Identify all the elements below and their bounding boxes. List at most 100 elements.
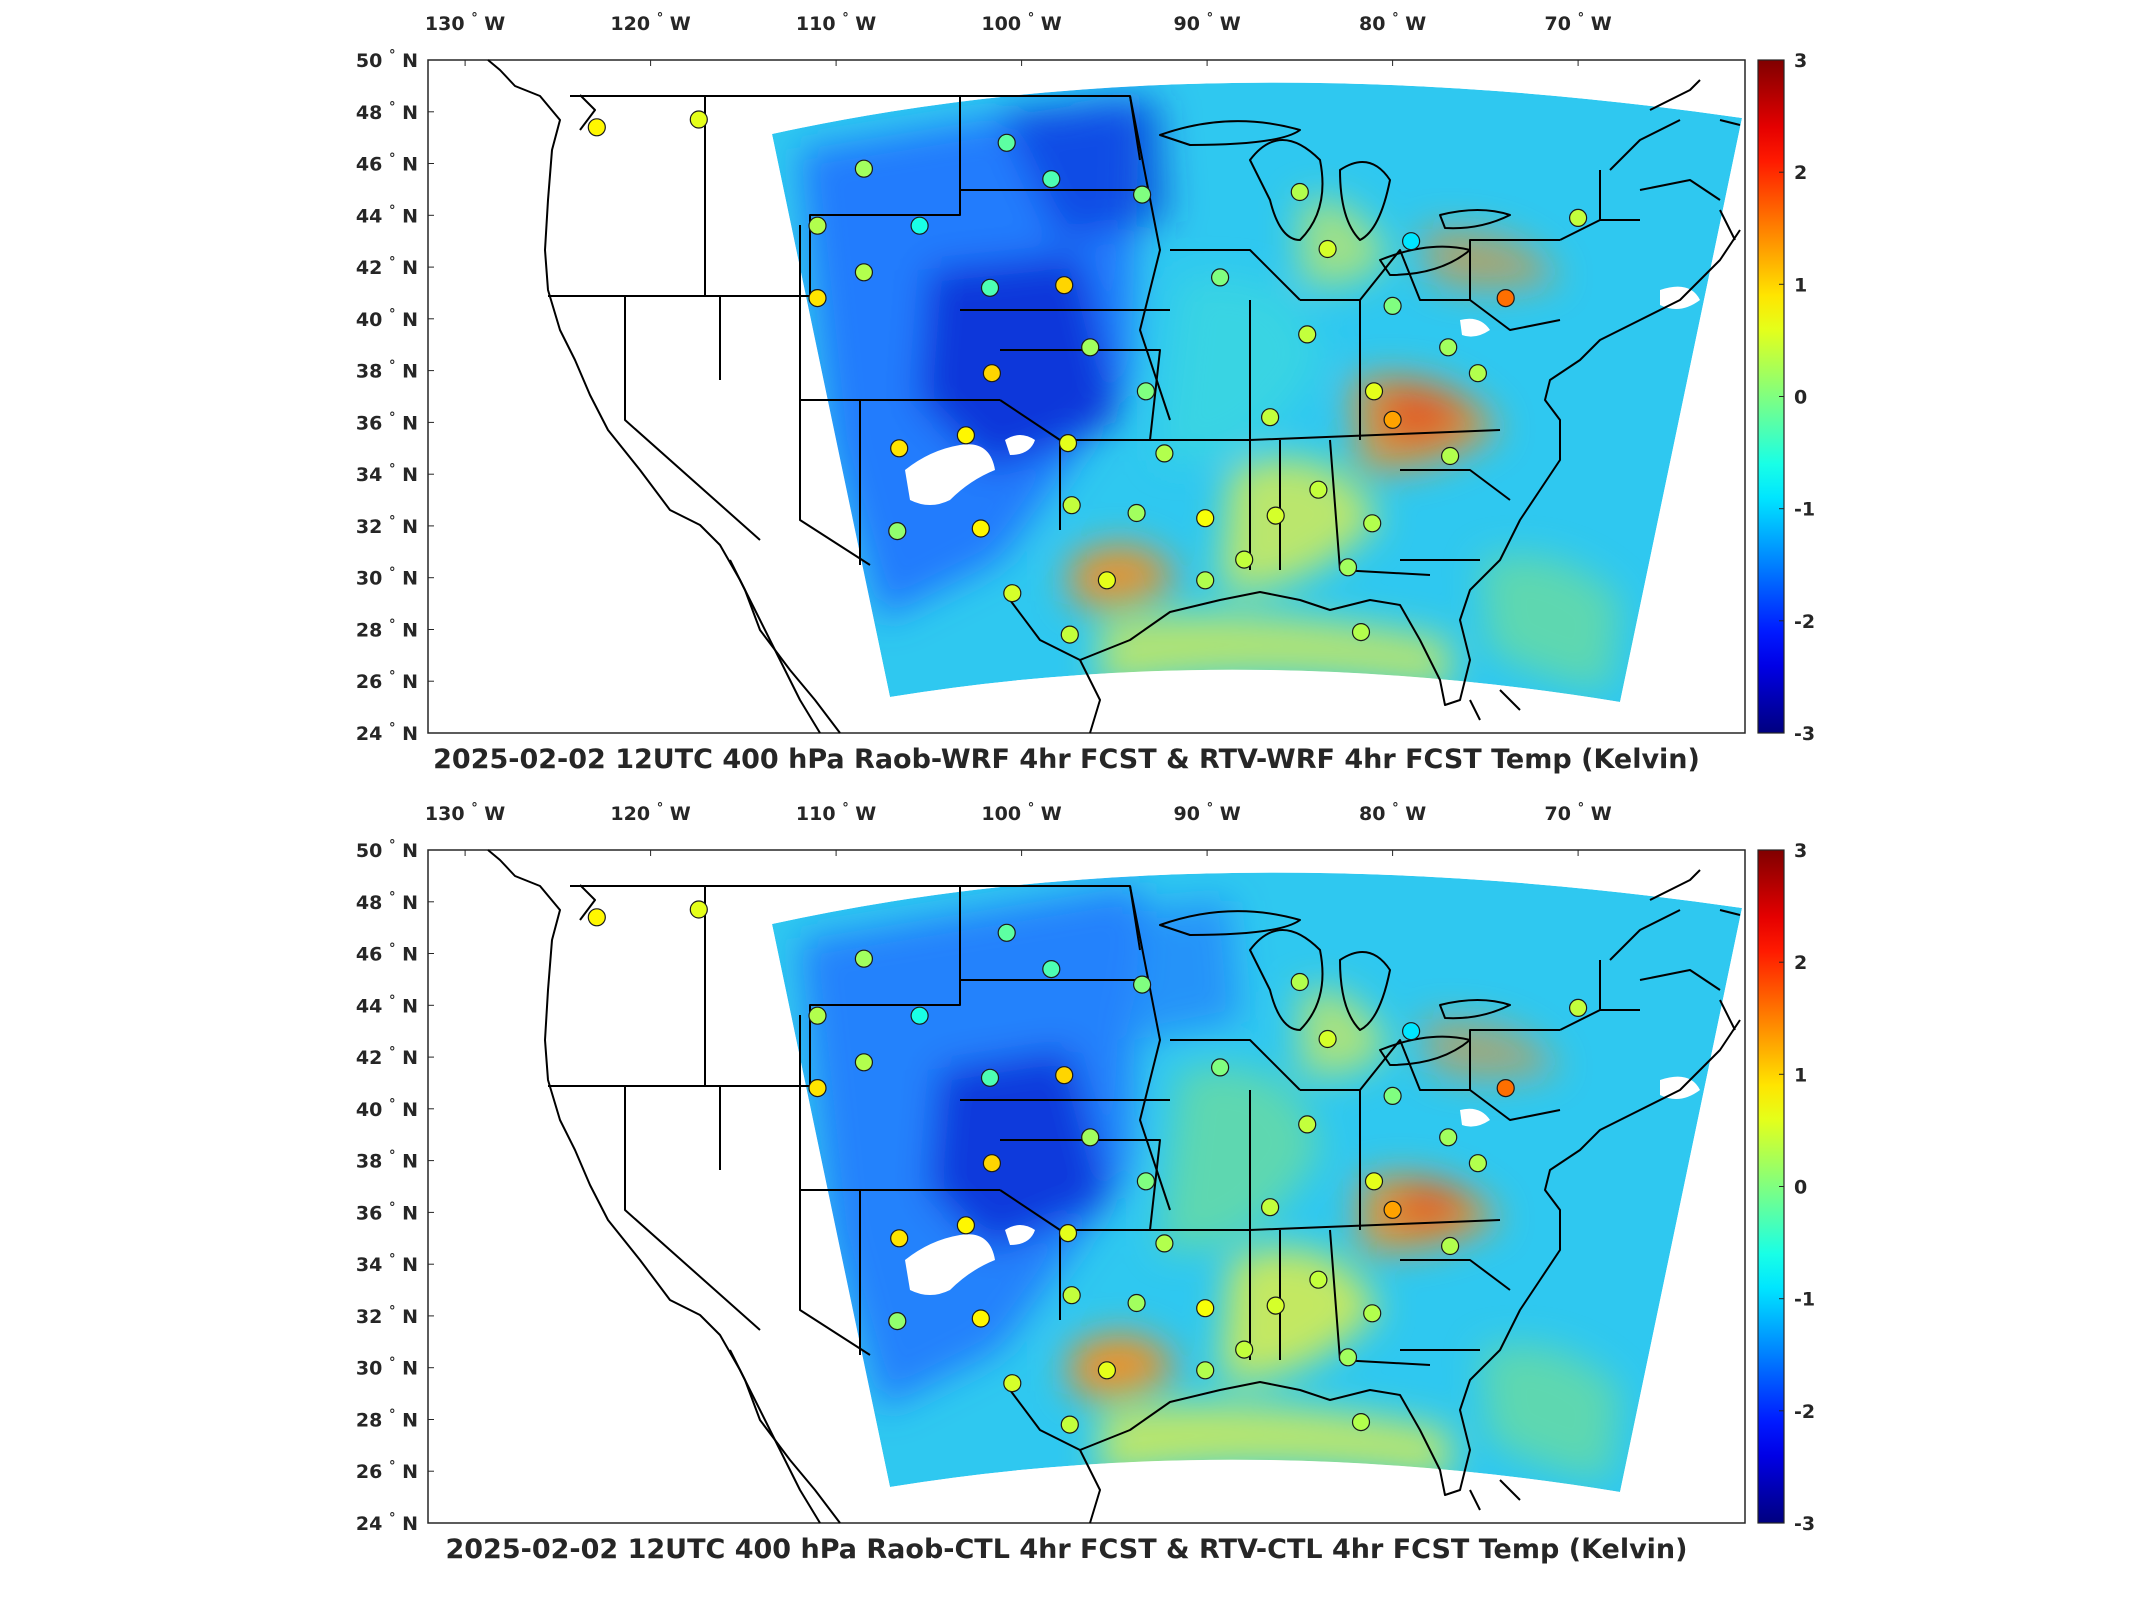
west-coastline	[487, 849, 821, 1524]
latitude-tick-label: 36 ° N	[356, 1200, 418, 1224]
state-border	[624, 296, 761, 541]
raob-station-marker	[1058, 1224, 1078, 1243]
great-lake-outline	[1159, 120, 1301, 146]
field-anomaly-region	[1300, 988, 1390, 1077]
raob-station-marker	[1155, 1234, 1174, 1253]
state-border	[1639, 969, 1721, 991]
field-anomaly-region	[920, 255, 1120, 470]
panel-title-top: 2025-02-02 12UTC 400 hPa Raob-WRF 4hr FC…	[433, 744, 1700, 775]
raob-station-marker	[1003, 1374, 1022, 1393]
state-border	[1000, 349, 1250, 441]
raob-station-marker	[689, 110, 708, 129]
state-border	[800, 886, 961, 1087]
latitude-tick-label: 36 ° N	[356, 410, 418, 434]
raob-station-marker	[980, 278, 1000, 297]
field-anomaly-region	[1300, 198, 1390, 287]
latitude-tick-label: 46 ° N	[356, 152, 418, 176]
raob-station-marker	[1081, 338, 1100, 357]
raob-station-marker	[1318, 239, 1337, 259]
raob-station-marker	[1235, 1340, 1254, 1359]
latitude-tick-label: 38 ° N	[356, 359, 418, 383]
field-anomaly-region	[1220, 1247, 1380, 1382]
raob-station-marker	[1132, 975, 1152, 994]
raob-station-marker	[1235, 550, 1254, 569]
west-coastline	[487, 59, 821, 734]
raob-station-marker	[1210, 268, 1230, 287]
raob-station-marker	[888, 521, 907, 541]
colorbar-tick-label: 0	[1794, 1177, 1807, 1199]
state-border	[1249, 429, 1501, 441]
great-lake-outline	[1439, 209, 1511, 230]
state-border	[800, 96, 961, 297]
latitude-tick-label: 44 ° N	[356, 203, 418, 227]
raob-station-marker	[888, 1311, 907, 1331]
puget-sound-coast	[579, 94, 596, 131]
great-lake-outline	[1439, 999, 1511, 1020]
field-anomaly-region	[1480, 1345, 1620, 1480]
field-anomaly-region	[1160, 1066, 1320, 1251]
raob-station-marker	[1127, 503, 1146, 523]
state-border	[1469, 239, 1560, 300]
field-anomaly-region	[1160, 276, 1320, 461]
colorbar-tick-label: 1	[1794, 274, 1807, 296]
state-border	[799, 1015, 871, 1356]
raob-station-marker	[1338, 558, 1358, 577]
latitude-tick-label: 32 ° N	[356, 514, 418, 538]
map-outlines	[487, 849, 1741, 1524]
raob-stations	[587, 110, 1588, 644]
longitude-tick-label: 100 ° W	[981, 11, 1061, 35]
raob-station-marker	[1060, 1415, 1079, 1434]
raob-station-marker	[854, 263, 874, 282]
raob-stations	[587, 900, 1588, 1434]
longitude-tick-label: 130 ° W	[425, 801, 505, 825]
raob-station-marker	[1196, 571, 1215, 590]
state-border	[1249, 1219, 1501, 1231]
latitude-tick-label: 46 ° N	[356, 942, 418, 966]
raob-station-marker	[1127, 1293, 1146, 1313]
raob-station-marker	[1309, 1270, 1328, 1289]
field-anomaly-region	[1380, 388, 1470, 443]
longitude-tick-label: 70 ° W	[1545, 11, 1612, 35]
colorbar-tick-label: 3	[1794, 840, 1807, 862]
colorbar-tick-label: 1	[1794, 1064, 1807, 1086]
latitude-tick-label: 30 ° N	[356, 566, 418, 590]
latitude-tick-label: 34 ° N	[356, 1252, 418, 1276]
raob-station-marker	[1401, 1022, 1421, 1041]
raob-station-marker	[854, 1053, 874, 1072]
state-border	[1000, 1139, 1250, 1231]
state-border	[1300, 1039, 1470, 1091]
raob-station-marker	[1062, 496, 1081, 515]
raob-station-marker	[1196, 1299, 1215, 1318]
raob-station-marker	[1196, 509, 1215, 528]
colorbar-tick-label: -1	[1794, 499, 1815, 521]
latitude-tick-label: 24 ° N	[356, 721, 418, 745]
field-anomaly-region	[1070, 1334, 1180, 1397]
state-border	[624, 1086, 761, 1331]
raob-station-marker	[1298, 325, 1317, 344]
raob-station-marker	[1042, 170, 1061, 189]
latitude-tick-label: 40 ° N	[356, 1097, 418, 1121]
raob-station-marker	[890, 439, 909, 458]
raob-station-marker	[1383, 1200, 1402, 1219]
raob-station-marker	[1290, 972, 1309, 992]
canada-coastline	[1649, 869, 1741, 1031]
longitude-tick-label: 120 ° W	[610, 11, 690, 35]
state-border	[1469, 1089, 1561, 1121]
latitude-tick-label: 48 ° N	[356, 100, 418, 124]
colorbar-tick-label: 0	[1794, 387, 1807, 409]
raob-station-marker	[1383, 1086, 1402, 1105]
raob-station-marker	[1055, 1066, 1074, 1085]
state-border	[1400, 1259, 1511, 1291]
great-lake-outline	[1379, 245, 1471, 276]
raob-station-marker	[1439, 338, 1458, 357]
field-anomaly-region	[1400, 1187, 1470, 1226]
raob-station-marker	[971, 519, 990, 538]
longitude-tick-label: 90 ° W	[1174, 801, 1241, 825]
raob-station-marker	[1260, 408, 1280, 427]
raob-station-marker	[808, 1079, 827, 1098]
missing-data-patch	[1660, 1076, 1700, 1099]
raob-station-marker	[1298, 1115, 1317, 1134]
longitude-tick-label: 110 ° W	[796, 801, 876, 825]
latitude-tick-label: 42 ° N	[356, 1045, 418, 1069]
raob-station-marker	[890, 1229, 909, 1248]
